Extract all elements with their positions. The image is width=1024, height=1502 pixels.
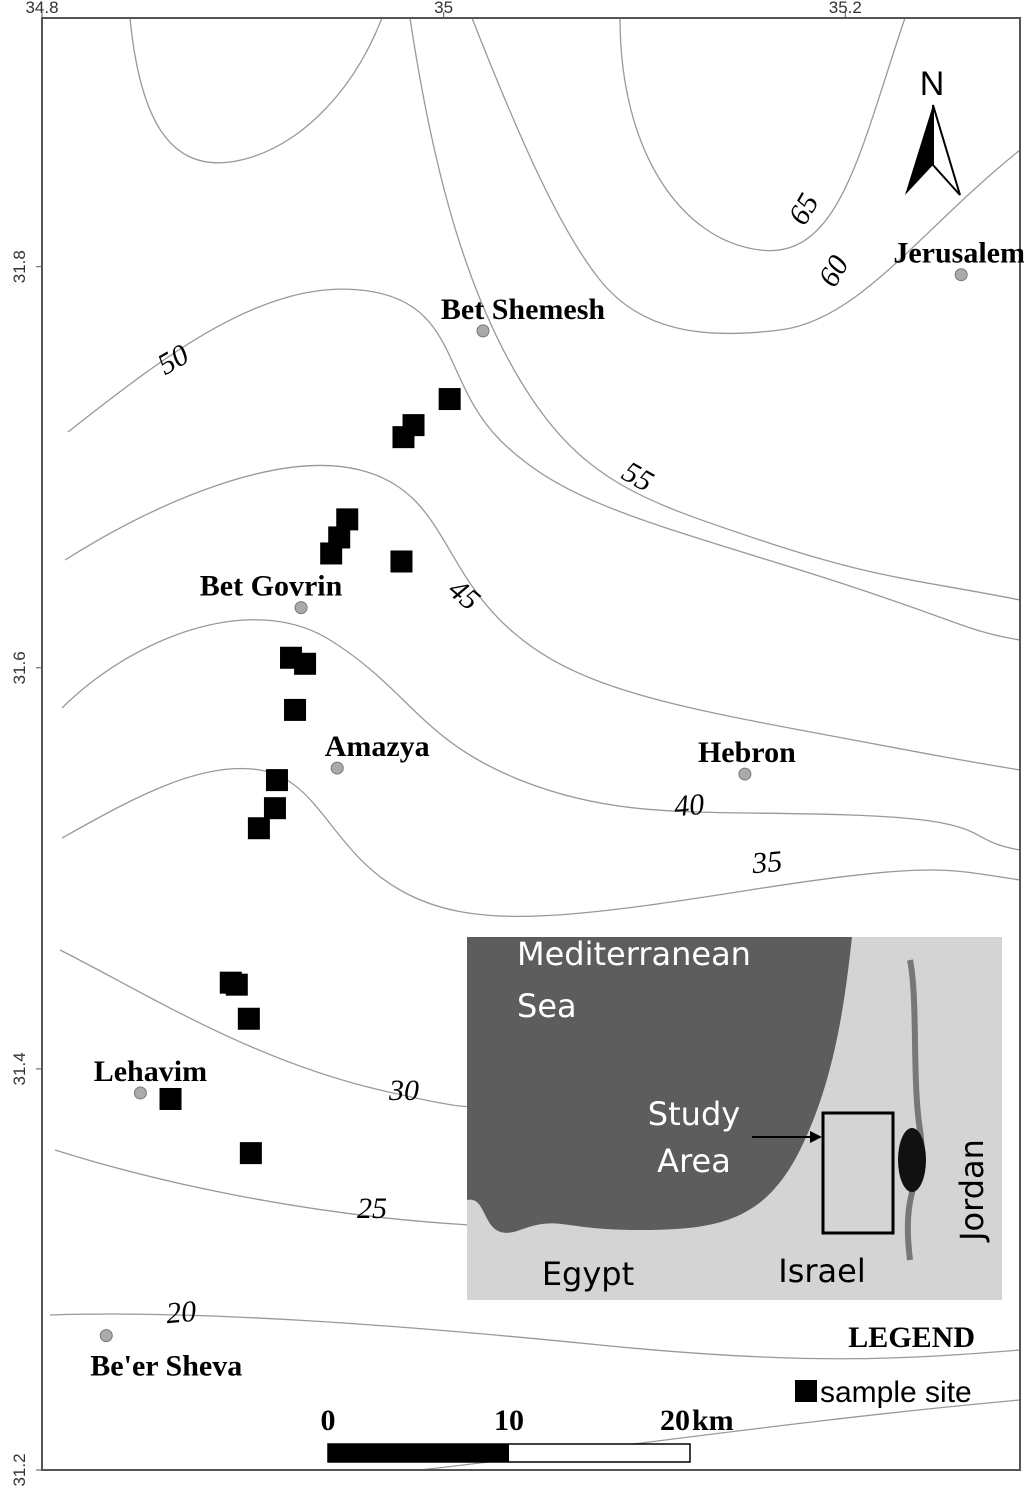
study-area-box — [821, 1111, 895, 1235]
inset-sea — [467, 937, 852, 1233]
lat-tick-label: 31.8 — [10, 250, 29, 283]
contour-label: 25 — [357, 1192, 387, 1225]
contour-line — [54, 1149, 471, 1226]
scale-label: 0 — [321, 1404, 336, 1437]
lat-tick-label: 31.6 — [10, 651, 29, 684]
lon-tick-label: 35.2 — [829, 0, 862, 17]
contour-line — [67, 288, 1021, 641]
contour-line — [129, 17, 383, 164]
place-label: Bet Govrin — [200, 570, 343, 603]
contour-label: 30 — [388, 1074, 419, 1107]
north-arrow: N — [905, 65, 961, 196]
arrow-half — [932, 104, 961, 196]
sample-site — [320, 542, 343, 565]
sample-site — [390, 550, 413, 573]
contour-line — [619, 17, 906, 252]
contour-line — [471, 17, 1021, 335]
contour-line — [49, 1313, 1021, 1360]
map-frame — [41, 17, 1021, 1471]
sea-label: Sea — [517, 987, 577, 1025]
arrow-head — [810, 1131, 822, 1143]
lon-tick-label: 34.8 — [25, 0, 58, 17]
place-label: Lehavim — [94, 1055, 207, 1088]
study-label: Study — [648, 1095, 740, 1133]
sample-site — [265, 769, 288, 792]
sample-site — [247, 817, 270, 840]
sample-site — [294, 652, 317, 675]
arrow-half — [905, 105, 933, 195]
place-label: Bet Shemesh — [441, 293, 605, 326]
contour-label: 60 — [812, 250, 856, 292]
contour-line — [64, 464, 1021, 771]
place-label: Be'er Sheva — [90, 1350, 242, 1383]
sea-label: Mediterranean — [517, 935, 751, 973]
contour-label: 20 — [165, 1295, 198, 1330]
place-label: Amazya — [325, 730, 430, 763]
legend-swatch — [795, 1380, 817, 1402]
scale-unit: km — [692, 1404, 734, 1437]
legend-title: LEGEND — [848, 1321, 975, 1354]
place-dot — [954, 268, 968, 282]
north-label: N — [920, 65, 945, 103]
place-dot — [330, 761, 344, 775]
contour-label: 45 — [442, 572, 486, 617]
inset-river — [904, 959, 925, 1261]
egypt-label: Egypt — [542, 1255, 634, 1293]
contour-line — [409, 17, 1021, 601]
place-dot — [133, 1086, 147, 1100]
contour-label: 55 — [617, 455, 659, 499]
sample-site — [392, 426, 415, 449]
place-dot — [476, 324, 490, 338]
sample-site — [284, 698, 307, 721]
inset: Mediterranean Sea Study Area Egypt Israe… — [467, 935, 1002, 1300]
sample-site — [336, 508, 359, 531]
scale-label: 10 — [494, 1404, 524, 1437]
jordan-label: Jordan — [953, 1139, 991, 1243]
israel-label: Israel — [778, 1252, 865, 1290]
scale-bar-black — [328, 1444, 509, 1462]
lon-tick-label: 35 — [434, 0, 453, 17]
contour-line — [61, 619, 1021, 851]
sample-site — [225, 973, 248, 996]
contour-line — [61, 767, 1021, 918]
sample-site — [237, 1007, 260, 1030]
place-dot — [738, 767, 752, 781]
place-label: Hebron — [698, 736, 796, 769]
sample-site — [263, 797, 286, 820]
lat-tick-label: 31.4 — [10, 1052, 29, 1085]
sample-site — [239, 1142, 262, 1165]
study-label: Area — [657, 1142, 731, 1180]
sample-site — [159, 1087, 182, 1110]
contour-label: 40 — [673, 788, 706, 823]
place-label: Jerusalem — [893, 237, 1024, 270]
place-dot — [99, 1329, 113, 1343]
legend-item: sample site — [820, 1376, 972, 1409]
sample-site — [438, 388, 461, 411]
contour-label: 35 — [750, 845, 784, 881]
contour-label: 65 — [782, 188, 826, 230]
lat-tick-label: 31.2 — [10, 1453, 29, 1486]
scale-label: 20 — [660, 1404, 690, 1437]
place-dot — [294, 601, 308, 615]
inset-dead-sea — [898, 1128, 926, 1192]
